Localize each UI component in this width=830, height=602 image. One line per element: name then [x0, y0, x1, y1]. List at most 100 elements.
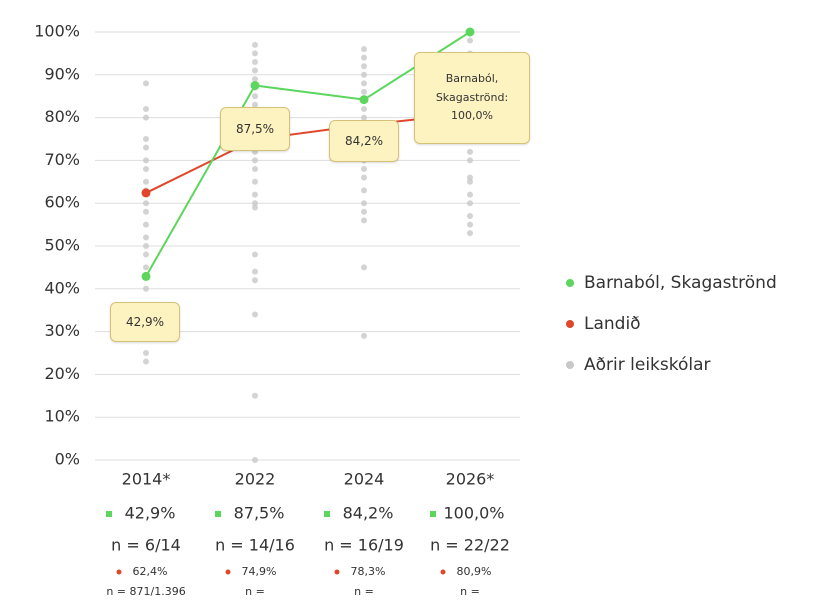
other-dot: [143, 114, 149, 121]
series-point: [141, 188, 151, 198]
other-dot: [252, 58, 258, 65]
red-value-label: 62,4%: [133, 565, 168, 578]
red-n-label: n =: [245, 585, 265, 598]
other-dot: [252, 268, 258, 275]
legend-swatch: [430, 511, 436, 517]
y-tick-label: 60%: [44, 193, 80, 212]
x-tick-label: 2026*: [446, 470, 495, 489]
other-dot: [143, 358, 149, 365]
other-dot: [252, 457, 258, 463]
other-dot: [361, 63, 367, 70]
y-tick-label: 50%: [44, 236, 80, 255]
green-value-label: 42,9%: [125, 504, 176, 523]
other-dot: [361, 54, 367, 61]
x-tick-label: 2022: [235, 470, 276, 489]
other-dot: [361, 114, 367, 121]
legend-label: Landið: [584, 314, 641, 334]
red-n-label: n =: [460, 585, 480, 598]
other-dot: [252, 277, 258, 284]
other-dot: [361, 165, 367, 172]
other-dot: [361, 200, 367, 207]
other-dot: [361, 264, 367, 271]
other-dot: [143, 221, 149, 228]
x-tick-label: 2024: [344, 470, 385, 489]
red-n-label: n = 871/1.396: [106, 585, 185, 598]
other-dot: [252, 392, 258, 399]
other-dot: [252, 178, 258, 185]
other-dot: [143, 285, 149, 292]
other-dot: [252, 311, 258, 318]
other-dot: [467, 230, 473, 237]
other-dot: [252, 251, 258, 258]
other-dot: [143, 264, 149, 271]
other-dot: [361, 187, 367, 194]
series-point: [359, 95, 369, 105]
other-dot: [143, 144, 149, 151]
other-dot: [143, 251, 149, 258]
series-point: [141, 271, 151, 281]
other-dot: [252, 41, 258, 48]
other-dot: [252, 76, 258, 83]
legend-swatch: [225, 569, 231, 575]
red-value-label: 80,9%: [457, 565, 492, 578]
other-dot: [252, 204, 258, 211]
legend-swatch: [440, 569, 446, 575]
other-dot: [467, 148, 473, 155]
legend-swatch: [324, 511, 330, 517]
other-dot: [467, 221, 473, 228]
other-dot: [361, 46, 367, 53]
red-value-label: 78,3%: [351, 565, 386, 578]
other-dot: [143, 234, 149, 241]
other-dot: [361, 80, 367, 87]
legend-label: Barnaból, Skagaströnd: [584, 273, 777, 293]
other-dot: [361, 71, 367, 78]
other-dot: [143, 80, 149, 87]
other-dot: [361, 332, 367, 339]
other-dot: [143, 178, 149, 185]
other-dot: [143, 157, 149, 164]
other-dot: [143, 208, 149, 215]
other-dot: [467, 157, 473, 164]
other-dot: [361, 174, 367, 181]
other-dot: [361, 208, 367, 215]
other-dot: [252, 67, 258, 74]
callout: 42,9%: [110, 302, 180, 342]
other-dot: [252, 93, 258, 100]
green-n-label: n = 16/19: [324, 536, 404, 555]
y-tick-label: 70%: [44, 150, 80, 169]
legend-swatch: [334, 569, 340, 575]
y-tick-label: 10%: [44, 407, 80, 426]
y-tick-label: 30%: [44, 321, 80, 340]
red-n-label: n =: [354, 585, 374, 598]
other-dot: [143, 200, 149, 207]
other-dot: [467, 178, 473, 185]
y-tick-label: 20%: [44, 364, 80, 383]
other-dot: [143, 136, 149, 142]
legend-marker: [566, 361, 574, 369]
other-dot: [467, 200, 473, 207]
y-tick-label: 90%: [44, 64, 80, 83]
other-dot: [252, 101, 258, 108]
other-dot: [361, 217, 367, 224]
green-n-label: n = 22/22: [430, 536, 510, 555]
other-dot: [252, 200, 258, 207]
series-point: [250, 81, 260, 90]
green-value-label: 100,0%: [443, 504, 504, 523]
other-dot: [361, 88, 367, 95]
legend-swatch: [116, 569, 122, 575]
other-dot: [467, 174, 473, 181]
callout: Barnaból, Skagaströnd: 100,0%: [414, 52, 530, 144]
red-value-label: 74,9%: [242, 565, 277, 578]
green-value-label: 84,2%: [343, 504, 394, 523]
other-dot: [252, 165, 258, 172]
other-dot: [467, 213, 473, 220]
y-tick-label: 100%: [34, 22, 80, 41]
other-dot: [361, 106, 367, 113]
x-tick-label: 2014*: [122, 470, 171, 489]
legend-marker: [566, 320, 574, 328]
other-dot: [252, 157, 258, 164]
other-dot: [143, 243, 149, 249]
green-value-label: 87,5%: [234, 504, 285, 523]
other-dot: [143, 165, 149, 172]
